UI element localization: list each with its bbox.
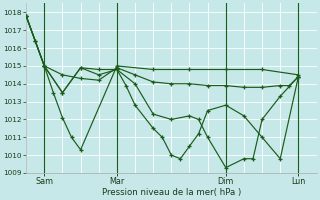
X-axis label: Pression niveau de la mer( hPa ): Pression niveau de la mer( hPa ) [102,188,241,197]
